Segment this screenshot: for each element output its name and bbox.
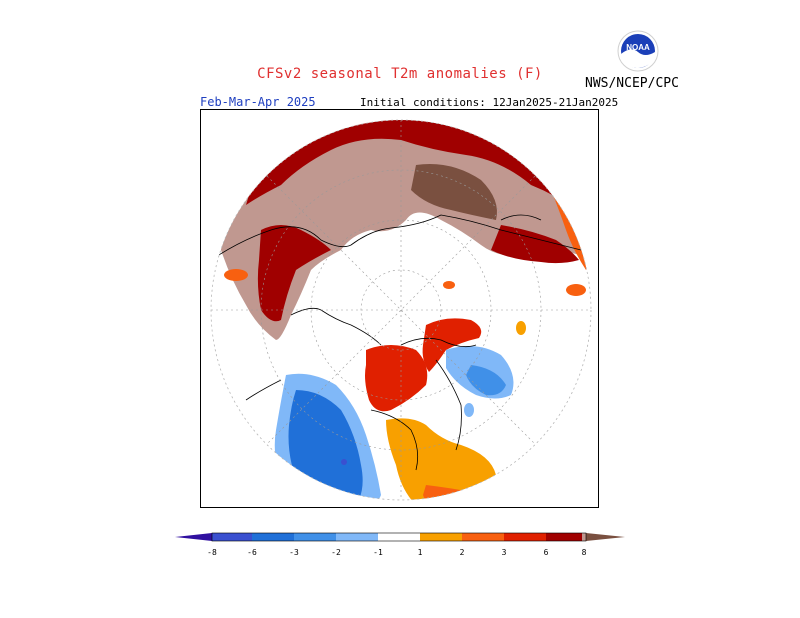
warm-spot-1 xyxy=(224,269,248,281)
colorbar-label: 1 xyxy=(418,548,423,557)
colorbar-label: -2 xyxy=(331,548,341,557)
colorbar-label: 6 xyxy=(544,548,549,557)
warm-region-siberia-east xyxy=(491,225,579,264)
colorbar-label: 2 xyxy=(460,548,465,557)
colorbar-segment-p2 xyxy=(462,533,504,541)
colorbar-label: 8 xyxy=(582,548,587,557)
colorbar-segment-p1 xyxy=(420,533,462,541)
polar-map-svg xyxy=(210,119,592,501)
colorbar-segment-p8 xyxy=(582,533,586,541)
colorbar-segment-p6 xyxy=(546,533,582,541)
warm-spot-3 xyxy=(516,321,526,335)
noaa-logo: NOAA xyxy=(617,30,659,72)
colorbar-segment-m3 xyxy=(252,533,294,541)
warm-region-east-canada xyxy=(386,418,496,500)
initial-conditions: Initial conditions: 12Jan2025-21Jan2025 xyxy=(360,96,619,109)
cold-spot-alaska-min xyxy=(341,459,347,465)
anomaly-map xyxy=(200,109,599,508)
forecast-period: Feb-Mar-Apr 2025 xyxy=(200,95,316,109)
warm-region-eurasia xyxy=(219,120,591,340)
colorbar-segment-zero xyxy=(378,533,420,541)
warm-region-europe xyxy=(257,225,331,322)
colorbar-segment-p3 xyxy=(504,533,546,541)
colorbar-label: -1 xyxy=(373,548,383,557)
page-title: CFSv2 seasonal T2m anomalies (F) xyxy=(257,66,543,82)
warm-region-greenland xyxy=(422,318,482,372)
colorbar-label: -3 xyxy=(289,548,299,557)
colorbar: -8 -6 -3 -2 -1 1 2 3 6 8 xyxy=(175,532,625,557)
colorbar-segment-m2 xyxy=(294,533,336,541)
cold-region-siberia-core xyxy=(466,365,506,396)
cold-spot-small xyxy=(464,403,474,417)
warm-region-canada-north xyxy=(365,345,428,412)
colorbar-arrow-right xyxy=(586,533,625,541)
colorbar-arrow-left xyxy=(175,533,212,541)
colorbar-segment-m1 xyxy=(336,533,378,541)
colorbar-label: -6 xyxy=(247,548,257,557)
warm-region-central-asia xyxy=(411,164,497,220)
colorbar-label: -8 xyxy=(207,548,217,557)
noaa-logo-text: NOAA xyxy=(626,43,650,52)
agency-label: NWS/NCEP/CPC xyxy=(585,76,679,91)
warm-spot-4 xyxy=(566,284,586,296)
warm-spot-2 xyxy=(443,281,455,289)
colorbar-segment-m6 xyxy=(212,533,252,541)
colorbar-label: 3 xyxy=(502,548,507,557)
